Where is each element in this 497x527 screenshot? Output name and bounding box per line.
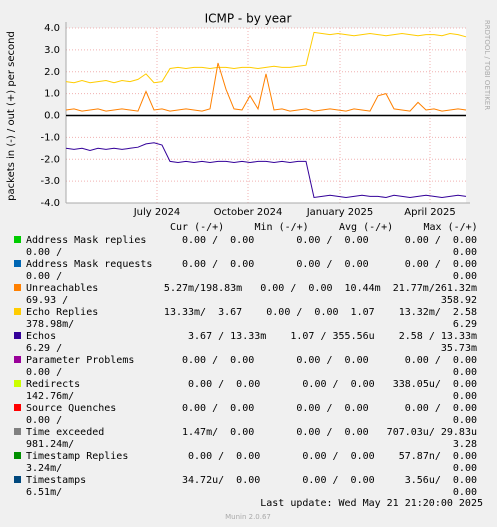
- row-name: Source Quenches: [26, 403, 116, 414]
- x-tick-label: October 2024: [214, 207, 283, 218]
- legend-swatch: [14, 404, 21, 411]
- row-values: 0.00 / 0.00 0.00 / 0.00 0.00 / 0.00: [182, 235, 477, 246]
- x-tick-label: January 2025: [306, 207, 374, 218]
- row-values: 13.33m/ 3.67 0.00 / 0.00 1.07 13.32m/ 2.…: [164, 307, 477, 318]
- row-wrap: 981.24m/: [26, 439, 74, 450]
- legend-swatch: [14, 356, 21, 363]
- legend-swatch: [14, 308, 21, 315]
- row-values: 0.00 / 0.00 0.00 / 0.00 0.00 / 0.00: [182, 403, 477, 414]
- row-end: 0.00: [453, 271, 477, 282]
- row-end: 358.92: [441, 295, 477, 306]
- row-end: 0.00: [453, 487, 477, 498]
- y-tick-label: 2.0: [44, 67, 60, 78]
- row-values: 3.67 / 13.33m 1.07 / 355.56u 2.58 / 13.3…: [188, 331, 477, 342]
- row-name: Address Mask requests: [26, 259, 152, 270]
- y-tick-label: -2.0: [40, 154, 60, 165]
- row-end: 35.73m: [441, 343, 477, 354]
- y-tick-label: 1.0: [44, 89, 60, 100]
- y-tick-label: 4.0: [44, 23, 60, 34]
- row-values: 0.00 / 0.00 0.00 / 0.00 0.00 / 0.00: [182, 355, 477, 366]
- watermark: RRDTOOL / TOBI OETIKER: [483, 20, 491, 110]
- legend-swatch: [14, 260, 21, 267]
- version: Munin 2.0.67: [225, 513, 271, 521]
- row-name: Echos: [26, 331, 56, 342]
- last-update: Last update: Wed May 21 21:20:00 2025: [260, 498, 483, 509]
- row-end: 0.00: [453, 463, 477, 474]
- row-wrap: 378.98m/: [26, 319, 74, 330]
- y-axis-label: packets in (-) / out (+) per second: [6, 31, 17, 201]
- row-wrap: 69.93 /: [26, 295, 68, 306]
- row-wrap: 0.00 /: [26, 247, 62, 258]
- legend-swatch: [14, 476, 21, 483]
- row-name: Timestamp Replies: [26, 451, 128, 462]
- row-wrap: 0.00 /: [26, 415, 62, 426]
- row-wrap: 3.24m/: [26, 463, 62, 474]
- row-end: 0.00: [453, 367, 477, 378]
- legend-swatch: [14, 236, 21, 243]
- x-tick-label: July 2024: [133, 207, 181, 218]
- legend-swatch: [14, 332, 21, 339]
- x-tick-label: April 2025: [404, 207, 455, 218]
- row-wrap: 0.00 /: [26, 367, 62, 378]
- y-tick-label: -4.0: [40, 198, 60, 209]
- column-header: Max (-/+): [424, 222, 478, 233]
- row-values: 0.00 / 0.00 0.00 / 0.00 0.00 / 0.00: [182, 259, 477, 270]
- row-name: Timestamps: [26, 475, 86, 486]
- row-name: Address Mask replies: [26, 235, 146, 246]
- row-wrap: 6.29 /: [26, 343, 62, 354]
- row-wrap: 6.51m/: [26, 487, 62, 498]
- legend-swatch: [14, 428, 21, 435]
- row-name: Time exceeded: [26, 427, 104, 438]
- column-header: Avg (-/+): [339, 222, 393, 233]
- row-wrap: 142.76m/: [26, 391, 74, 402]
- row-values: 5.27m/198.83m 0.00 / 0.00 10.44m 21.77m/…: [164, 283, 477, 294]
- legend-swatch: [14, 452, 21, 459]
- row-name: Redirects: [26, 379, 80, 390]
- row-name: Echo Replies: [26, 307, 98, 318]
- series-line: [65, 62, 467, 112]
- chart-title: ICMP - by year: [205, 12, 292, 26]
- row-end: 0.00: [453, 415, 477, 426]
- row-end: 0.00: [453, 247, 477, 258]
- y-tick-label: 0.0: [44, 111, 60, 122]
- row-values: 34.72u/ 0.00 0.00 / 0.00 3.56u/ 0.00: [182, 475, 477, 486]
- legend-swatch: [14, 380, 21, 387]
- row-name: Unreachables: [26, 283, 98, 294]
- row-values: 1.47m/ 0.00 0.00 / 0.00 707.03u/ 29.83u: [182, 427, 477, 438]
- y-tick-label: -1.0: [40, 132, 60, 143]
- series-line: [65, 142, 467, 199]
- row-name: Parameter Problems: [26, 355, 134, 366]
- row-end: 0.00: [453, 391, 477, 402]
- row-end: 3.28: [453, 439, 477, 450]
- y-tick-label: -3.0: [40, 176, 60, 187]
- row-end: 6.29: [453, 319, 477, 330]
- column-header: Min (-/+): [255, 222, 309, 233]
- row-wrap: 0.00 /: [26, 271, 62, 282]
- y-tick-label: 3.0: [44, 45, 60, 56]
- row-values: 0.00 / 0.00 0.00 / 0.00 57.87n/ 0.00: [188, 451, 477, 462]
- row-values: 0.00 / 0.00 0.00 / 0.00 338.05u/ 0.00: [188, 379, 477, 390]
- column-header: Cur (-/+): [170, 222, 224, 233]
- series-line: [65, 31, 467, 84]
- legend-swatch: [14, 284, 21, 291]
